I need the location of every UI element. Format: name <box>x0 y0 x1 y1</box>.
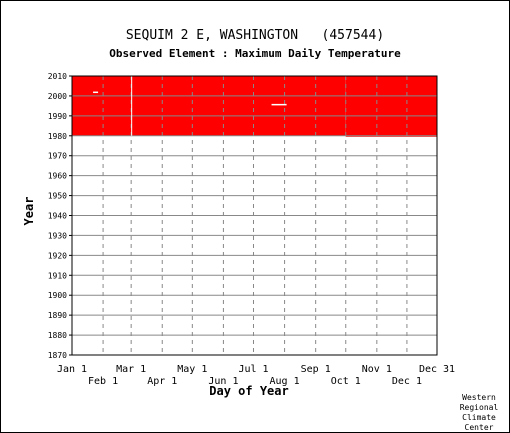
observed-block-0 <box>72 76 346 136</box>
x-tick-label-lower-0: Feb 1 <box>88 376 118 387</box>
y-tick-label-1920: 1920 <box>48 251 67 260</box>
credit-line-1: Western <box>462 393 496 402</box>
y-tick-label-1900: 1900 <box>48 291 67 300</box>
y-tick-label-1950: 1950 <box>48 192 67 201</box>
y-tick-label-1910: 1910 <box>48 271 67 280</box>
y-tick-label-1890: 1890 <box>48 311 67 320</box>
credit-line-3: Climate <box>462 413 496 422</box>
y-tick-label-1870: 1870 <box>48 351 67 360</box>
y-tick-label-1880: 1880 <box>48 331 67 340</box>
x-tick-label-lower-1: Apr 1 <box>147 376 177 387</box>
y-tick-label-1960: 1960 <box>48 172 67 181</box>
x-tick-layer: Jan 1 Mar 1 May 1 Jul 1 Sep 1 Nov 1 Dec 31 Feb … <box>57 364 455 387</box>
x-tick-label-lower-5: Dec 1 <box>392 376 422 387</box>
y-tick-label-1990: 1990 <box>48 112 67 121</box>
x-tick-label-upper-0: Jan 1 <box>57 364 87 375</box>
chart-subtitle: Observed Element : Maximum Daily Tempera… <box>109 47 401 60</box>
x-tick-label-lower-3: Aug 1 <box>270 376 300 387</box>
credit-line-4: Center <box>465 423 494 432</box>
x-tick-label-lower-4: Oct 1 <box>331 376 361 387</box>
x-tick-label-upper-1: Mar 1 <box>116 364 146 375</box>
missing-segment-0 <box>131 76 133 136</box>
observed-block-1 <box>345 76 437 137</box>
x-axis-label: Day of Year <box>209 384 288 398</box>
y-tick-label-1970: 1970 <box>48 152 67 161</box>
missing-layer <box>93 76 287 136</box>
y-tick-layer: 1870 1880 1890 1900 1910 1920 1930 1940 1950 1960… <box>48 72 72 360</box>
y-tick-label-1980: 1980 <box>48 132 67 141</box>
y-tick-label-2010: 2010 <box>48 72 67 81</box>
x-tick-label-upper-4: Sep 1 <box>301 364 331 375</box>
missing-segment-1 <box>93 91 99 94</box>
credit-line-2: Regional <box>460 403 499 412</box>
missing-segment-2 <box>271 103 287 106</box>
chart-title: SEQUIM 2 E, WASHINGTON (457544) <box>126 28 384 43</box>
x-tick-label-upper-2: May 1 <box>177 364 207 375</box>
grid-layer <box>72 76 437 355</box>
credit-block: Western Regional Climate Center <box>460 393 499 432</box>
y-tick-label-2000: 2000 <box>48 92 67 101</box>
y-tick-label-1940: 1940 <box>48 212 67 221</box>
x-tick-label-lower-2: Jun 1 <box>208 376 238 387</box>
y-axis-label: Year <box>22 197 36 226</box>
x-tick-label-upper-5: Nov 1 <box>362 364 392 375</box>
y-tick-label-1930: 1930 <box>48 231 67 240</box>
data-layer <box>72 76 437 137</box>
x-tick-label-upper-6: Dec 31 <box>419 364 455 375</box>
x-tick-label-upper-3: Jul 1 <box>238 364 268 375</box>
